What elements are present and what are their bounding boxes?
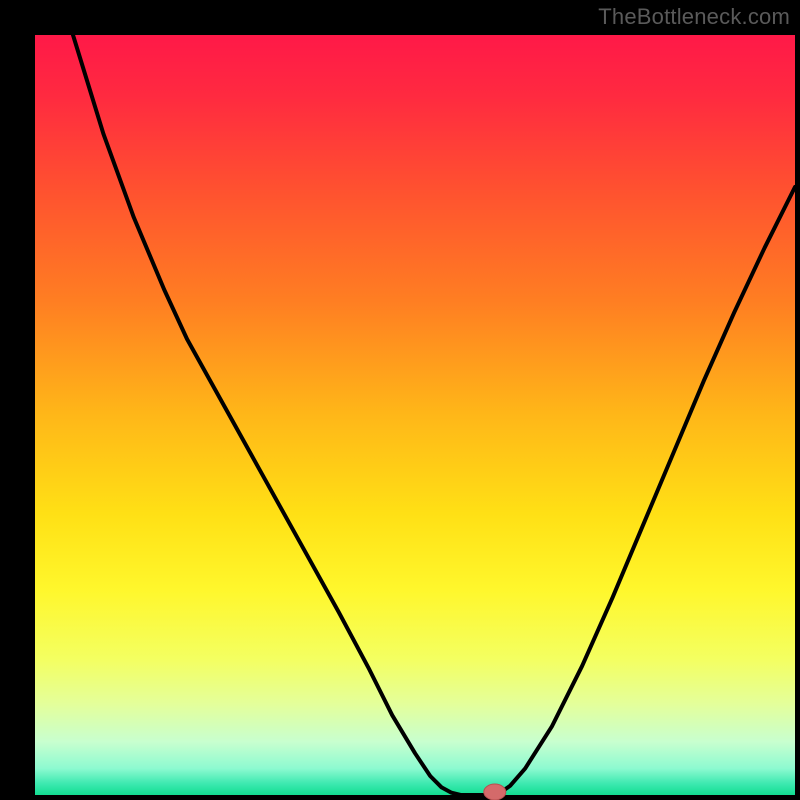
- chart-svg: [0, 0, 800, 800]
- bottleneck-chart: TheBottleneck.com: [0, 0, 800, 800]
- gradient-background: [35, 35, 795, 795]
- optimal-marker: [484, 784, 506, 800]
